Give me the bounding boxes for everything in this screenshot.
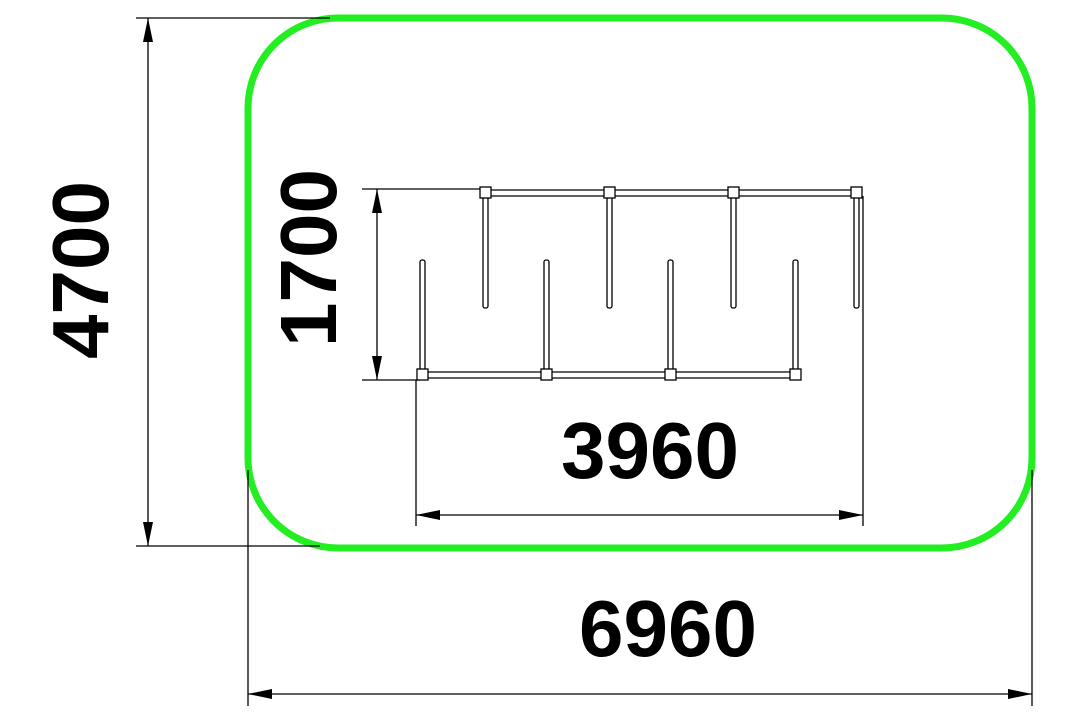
post-cap (850, 186, 863, 199)
post-cap (664, 368, 677, 381)
top-bar (482, 195, 489, 309)
post-cap (416, 368, 429, 381)
overall-height-dimension: 4700 (36, 17, 330, 547)
post-cap (603, 186, 616, 199)
equipment-height-dimension: 1700 (264, 169, 487, 381)
overall-width-dimension: 6960 (247, 470, 1033, 706)
top-bar (606, 195, 613, 309)
equipment-plan (416, 186, 863, 381)
overall-height-label: 4700 (36, 181, 125, 359)
overall-width-label: 6960 (579, 584, 757, 673)
top-bar (853, 195, 860, 309)
post-cap (727, 186, 740, 199)
bottom-bar (792, 259, 799, 373)
post-cap (789, 368, 802, 381)
equipment-width-dimension: 3960 (415, 196, 864, 526)
equipment-height-label: 1700 (264, 169, 353, 347)
bottom-bar (667, 259, 674, 373)
bottom-bar (419, 259, 426, 373)
safety-zone-boundary (244, 14, 1036, 552)
post-cap (540, 368, 553, 381)
top-bar (730, 195, 737, 309)
bottom-bar (543, 259, 550, 373)
post-cap (479, 186, 492, 199)
equipment-width-label: 3960 (561, 406, 739, 495)
